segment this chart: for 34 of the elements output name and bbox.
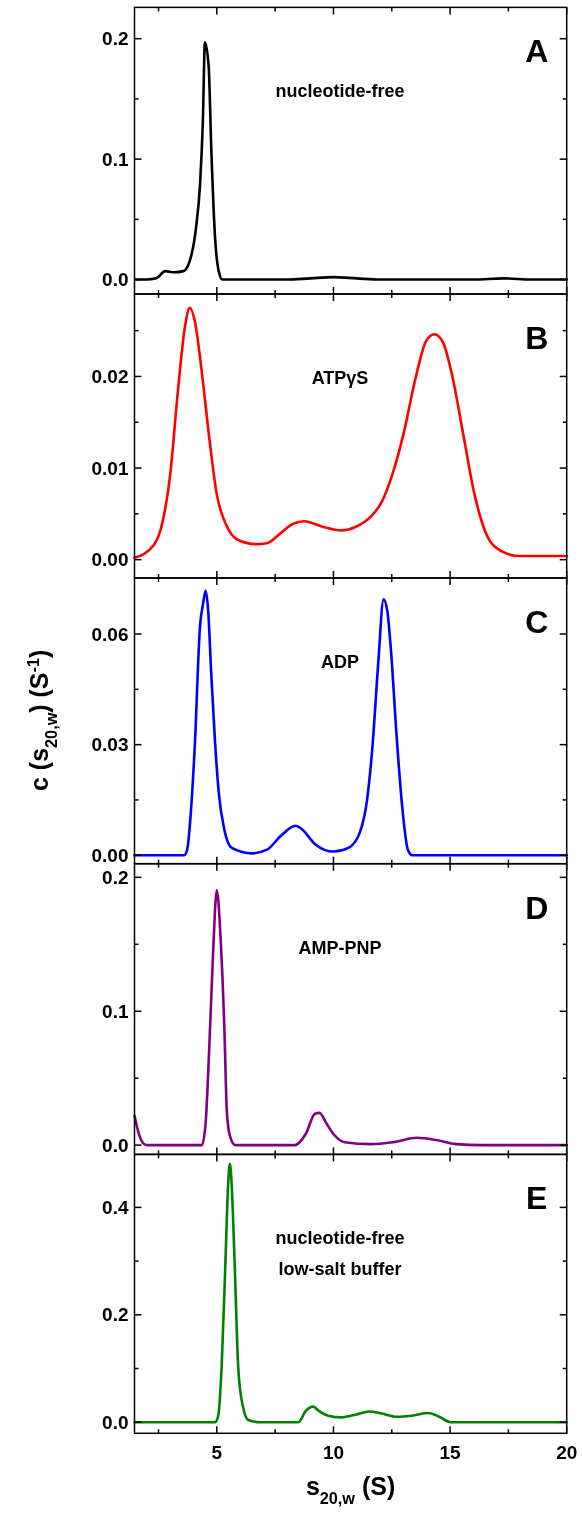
annotation: AMP-PNP	[298, 937, 382, 958]
x-tick-label: 10	[322, 1442, 345, 1464]
x-tick-label: 5	[211, 1442, 223, 1464]
annotation: ATPγS	[311, 368, 369, 388]
y-tick-label: 0.00	[91, 844, 129, 866]
y-tick-label: 0.0	[102, 1411, 129, 1433]
y-tick-label: 0.02	[91, 366, 129, 388]
line-series	[133, 306, 568, 560]
y-tick-label: 0.0	[102, 1134, 129, 1156]
y-tick-label: 0.2	[102, 1304, 129, 1326]
annotation: B	[525, 320, 549, 356]
annotation: nucleotide-free low-salt buffer	[275, 1228, 405, 1280]
annotation: C	[525, 604, 549, 640]
annotation: E	[526, 1180, 548, 1217]
annotation: ADP	[320, 652, 360, 672]
y-tick-label: 0.1	[102, 1000, 129, 1022]
y-tick-label: 0.1	[102, 148, 129, 170]
x-axis-title: s$_{20,w}$ (S)	[305, 1472, 396, 1508]
line-series	[133, 888, 568, 1147]
y-tick-label: 0.03	[91, 734, 129, 756]
y-tick-label: 0.01	[91, 457, 129, 479]
y-tick-label: 0.0	[102, 269, 129, 291]
x-tick-label: 20	[556, 1442, 578, 1464]
y-tick-label: 0.00	[91, 549, 129, 571]
x-tick-label: 15	[439, 1442, 462, 1464]
line-series	[133, 589, 568, 857]
y-tick-label: 0.2	[102, 28, 129, 50]
annotation: A	[525, 33, 549, 70]
y-tick-label: 0.4	[102, 1197, 129, 1219]
line-series	[133, 1162, 568, 1424]
y-tick-label: 0.06	[91, 623, 129, 645]
annotation: nucleotide-free	[275, 81, 405, 102]
y-tick-label: 0.2	[102, 867, 129, 889]
annotation: D	[525, 889, 549, 926]
